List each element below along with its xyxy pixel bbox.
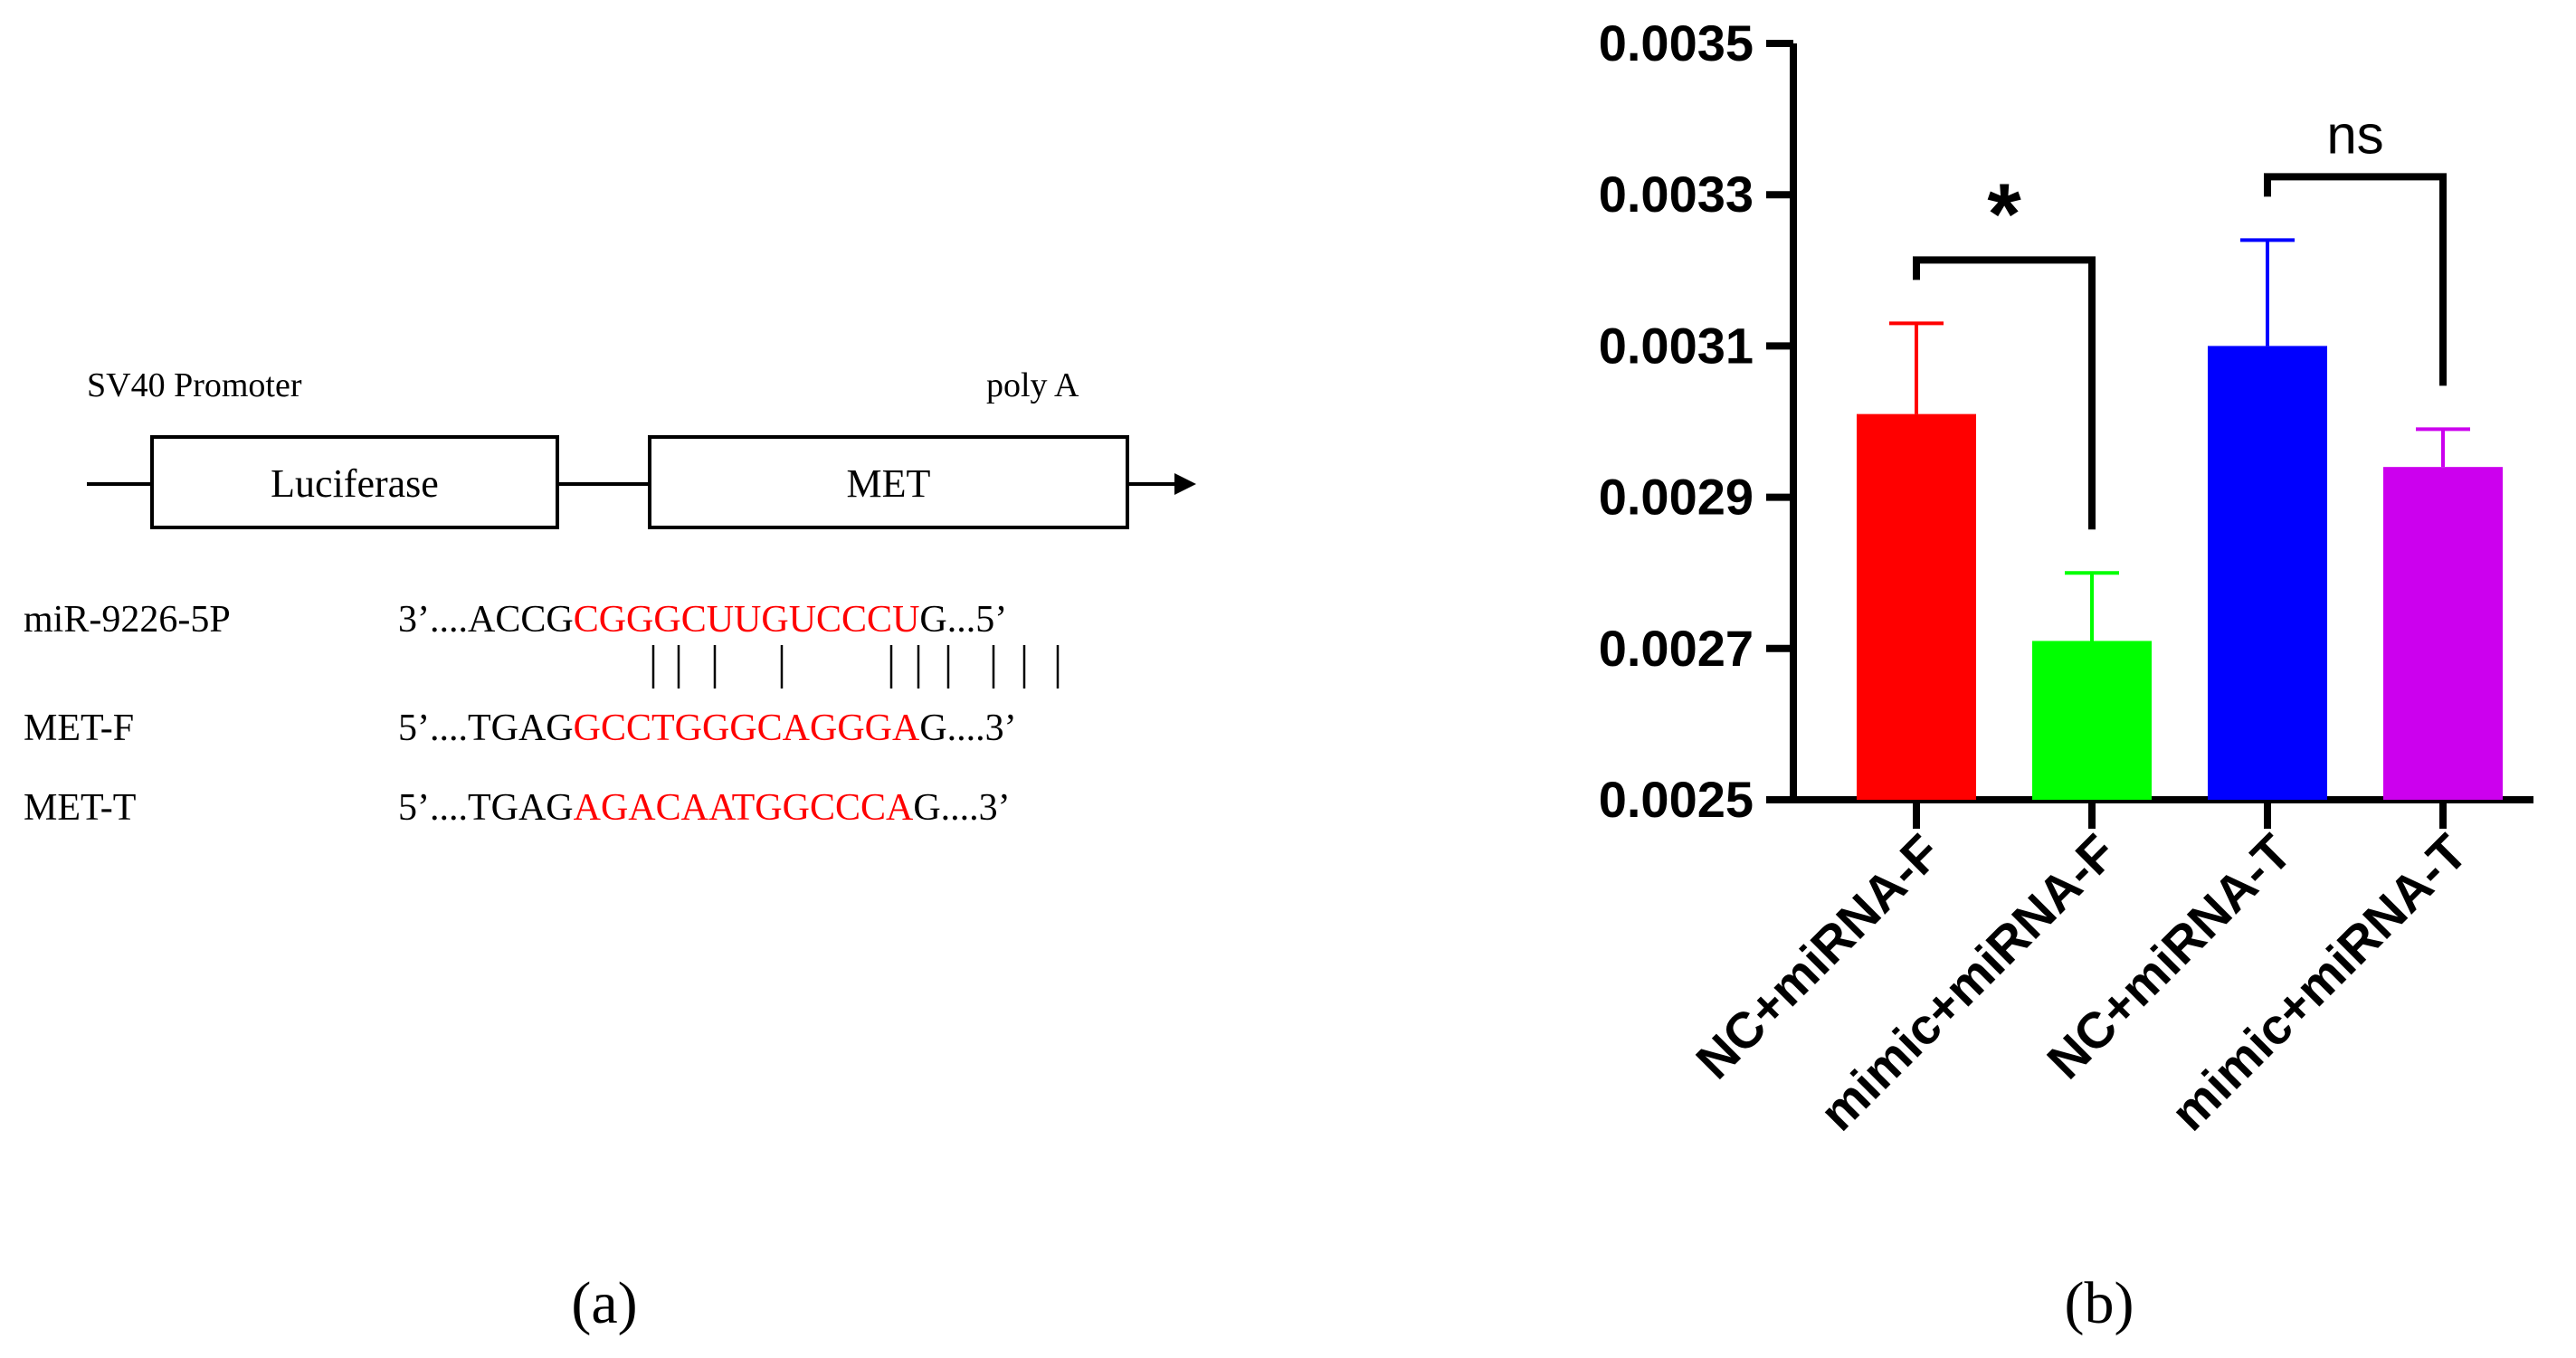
significance-label: ns (2326, 104, 2383, 165)
sequence-suffix: G....3’ (913, 787, 1010, 829)
error-bars (1889, 238, 2470, 641)
polya-label: poly A (986, 366, 1079, 404)
alignment-row-met-f: MET-F 5’....TGAGGCCTGGGCAGGGAG....3’ (24, 707, 1017, 749)
y-tick-label: 0.0025 (1599, 771, 1754, 828)
svg-text:3’....ACCGCGGGCUUGUCCCUG...5’: 3’....ACCGCGGGCUUGUCCCUG...5’ (398, 599, 1007, 641)
bar (2383, 467, 2503, 800)
bar (1857, 413, 1976, 800)
significance-bracket (2264, 173, 2447, 386)
sequence-prefix: 5’....TGAG (398, 707, 574, 749)
y-ticks: 0.0025 0.0027 0.0029 0.0031 0.0033 0.0035 (1599, 14, 1793, 828)
alignment-row-name: miR-9226-5P (24, 599, 231, 641)
y-tick-label: 0.0035 (1599, 14, 1754, 71)
luciferase-label: Luciferase (271, 461, 439, 506)
alignment-row-name: MET-F (24, 707, 134, 749)
met-box (648, 435, 1129, 529)
bars (1857, 346, 2503, 800)
y-tick-label: 0.0029 (1599, 469, 1754, 526)
y-tick-label: 0.0027 (1599, 620, 1754, 677)
panel-b-chart: 0.0025 0.0027 0.0029 0.0031 0.0033 0.0035 NC+… (1599, 14, 2533, 1141)
alignment-row-met-t: MET-T 5’....TGAGAGACAATGGCCCAG....3’ (24, 787, 1011, 829)
x-ticks: NC+miRNA-Fmimic+miRNA-FNC+miRNA-Tmimic+m… (1685, 800, 2477, 1141)
svg-text:5’....TGAGAGACAATGGCCCAG....3’: 5’....TGAGAGACAATGGCCCAG....3’ (398, 787, 1011, 829)
alignment-row-name: MET-T (24, 787, 136, 829)
arrow-head-icon (1174, 473, 1196, 495)
significance-bracket (1913, 256, 2096, 530)
significance-label: * (1987, 166, 2021, 262)
panel-label-a: (a) (571, 1270, 637, 1336)
y-tick-label: 0.0031 (1599, 317, 1754, 374)
svg-text:5’....TGAGGCCTGGGCAGGGAG....3’: 5’....TGAGGCCTGGGCAGGGAG....3’ (398, 707, 1017, 749)
pairing-marks (651, 645, 1060, 688)
sequence-seed: GCCTGGGCAGGGA (574, 707, 920, 749)
met-box-label: MET (847, 461, 931, 506)
sequence-seed: CGGGCUUGUCCCU (574, 599, 920, 641)
sequence-suffix: G...5’ (919, 599, 1007, 641)
significance-brackets: * ns (1913, 104, 2447, 530)
sequence-suffix: G....3’ (919, 707, 1016, 749)
x-tick-label: mimic+miRNA-T (2160, 823, 2477, 1141)
promoter-label: SV40 Promoter (87, 366, 302, 404)
x-tick-label: mimic+miRNA-F (1809, 823, 2126, 1141)
sequence-prefix: 5’....TGAG (398, 787, 574, 829)
bar (2032, 641, 2152, 800)
y-tick-label: 0.0033 (1599, 166, 1754, 223)
sequence-prefix: 3’....ACCG (398, 599, 574, 641)
alignment-row-mir: miR-9226-5P 3’....ACCGCGGGCUUGUCCCUG...5… (24, 599, 1007, 641)
panel-a: SV40 Promoter poly A Luciferase MET miR-… (24, 366, 1196, 1336)
bar (2208, 346, 2327, 800)
sequence-seed: AGACAATGGCCCA (574, 787, 914, 829)
panel-label-b: (b) (2065, 1270, 2134, 1336)
